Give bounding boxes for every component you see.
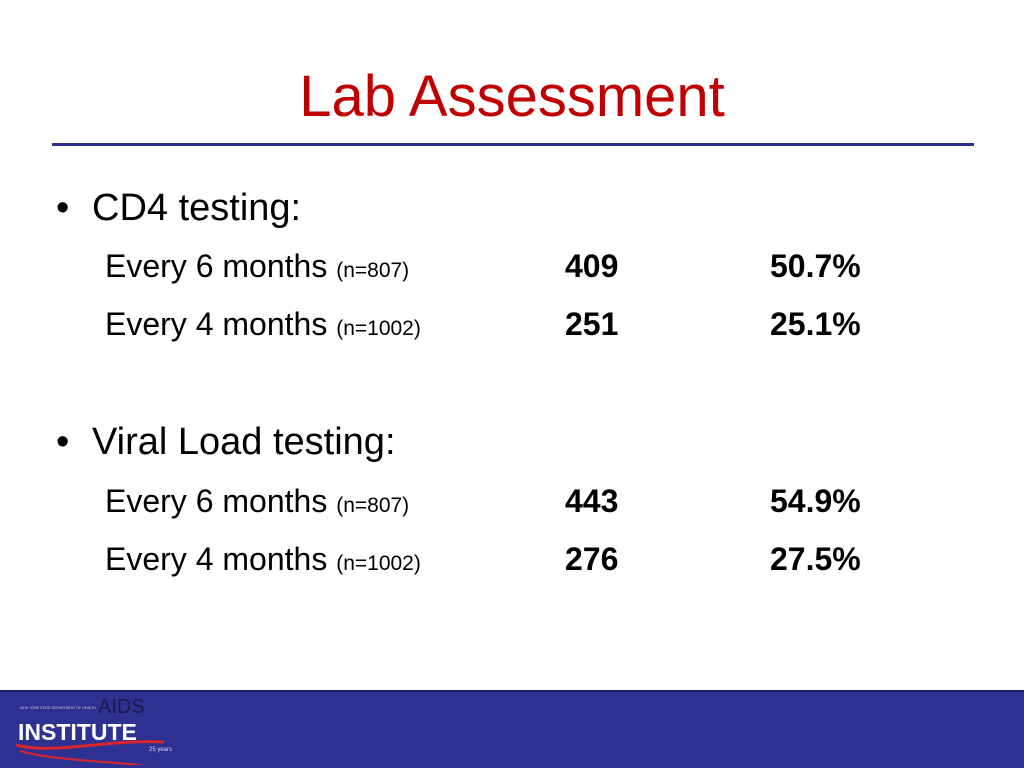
row-sample-size: (n=807) bbox=[336, 494, 410, 517]
row-frequency: Every 6 months bbox=[105, 248, 337, 284]
slide-title: Lab Assessment bbox=[299, 64, 725, 129]
logo-swoosh-lower bbox=[19, 750, 149, 765]
bullet-dot: • bbox=[56, 187, 70, 229]
row-label: Every 4 months (n=1002) bbox=[105, 539, 421, 584]
logo-institute-text: INSTITUTE bbox=[18, 719, 137, 745]
row-percent: 50.7% bbox=[770, 248, 861, 284]
row-percent: 27.5% bbox=[770, 541, 861, 577]
logo-tiny-text: NEW YORK STATE DEPARTMENT OF HEALTH bbox=[20, 706, 96, 710]
row-count: 276 bbox=[565, 541, 619, 577]
bullet-viral-load-testing: • Viral Load testing: bbox=[56, 420, 396, 464]
bullet-heading: CD4 testing: bbox=[92, 187, 302, 229]
row-label: Every 6 months (n=807) bbox=[105, 246, 409, 291]
row-label: Every 6 months (n=807) bbox=[105, 481, 409, 526]
row-count: 251 bbox=[565, 306, 619, 342]
bullet-dot: • bbox=[56, 421, 70, 463]
row-percent: 25.1% bbox=[770, 306, 861, 342]
row-sample-size: (n=1002) bbox=[336, 317, 421, 340]
row-frequency: Every 6 months bbox=[105, 483, 337, 519]
row-sample-size: (n=807) bbox=[336, 259, 410, 282]
title-divider bbox=[52, 143, 974, 146]
row-label: Every 4 months (n=1002) bbox=[105, 304, 421, 349]
aids-institute-logo: NEW YORK STATE DEPARTMENT OF HEALTH AIDS… bbox=[15, 696, 172, 765]
row-percent: 54.9% bbox=[770, 483, 861, 519]
bullet-heading: Viral Load testing: bbox=[92, 421, 396, 463]
footer-band: NEW YORK STATE DEPARTMENT OF HEALTH AIDS… bbox=[0, 690, 1024, 768]
row-frequency: Every 4 months bbox=[105, 541, 337, 577]
logo-swoosh bbox=[15, 740, 165, 750]
row-count: 409 bbox=[565, 248, 619, 284]
bullet-cd4-testing: • CD4 testing: bbox=[56, 186, 301, 230]
logo-years-text: 25 years bbox=[149, 747, 172, 753]
row-sample-size: (n=1002) bbox=[336, 552, 421, 575]
row-frequency: Every 4 months bbox=[105, 306, 337, 342]
logo-aids-text: AIDS bbox=[98, 696, 145, 718]
row-count: 443 bbox=[565, 483, 619, 519]
